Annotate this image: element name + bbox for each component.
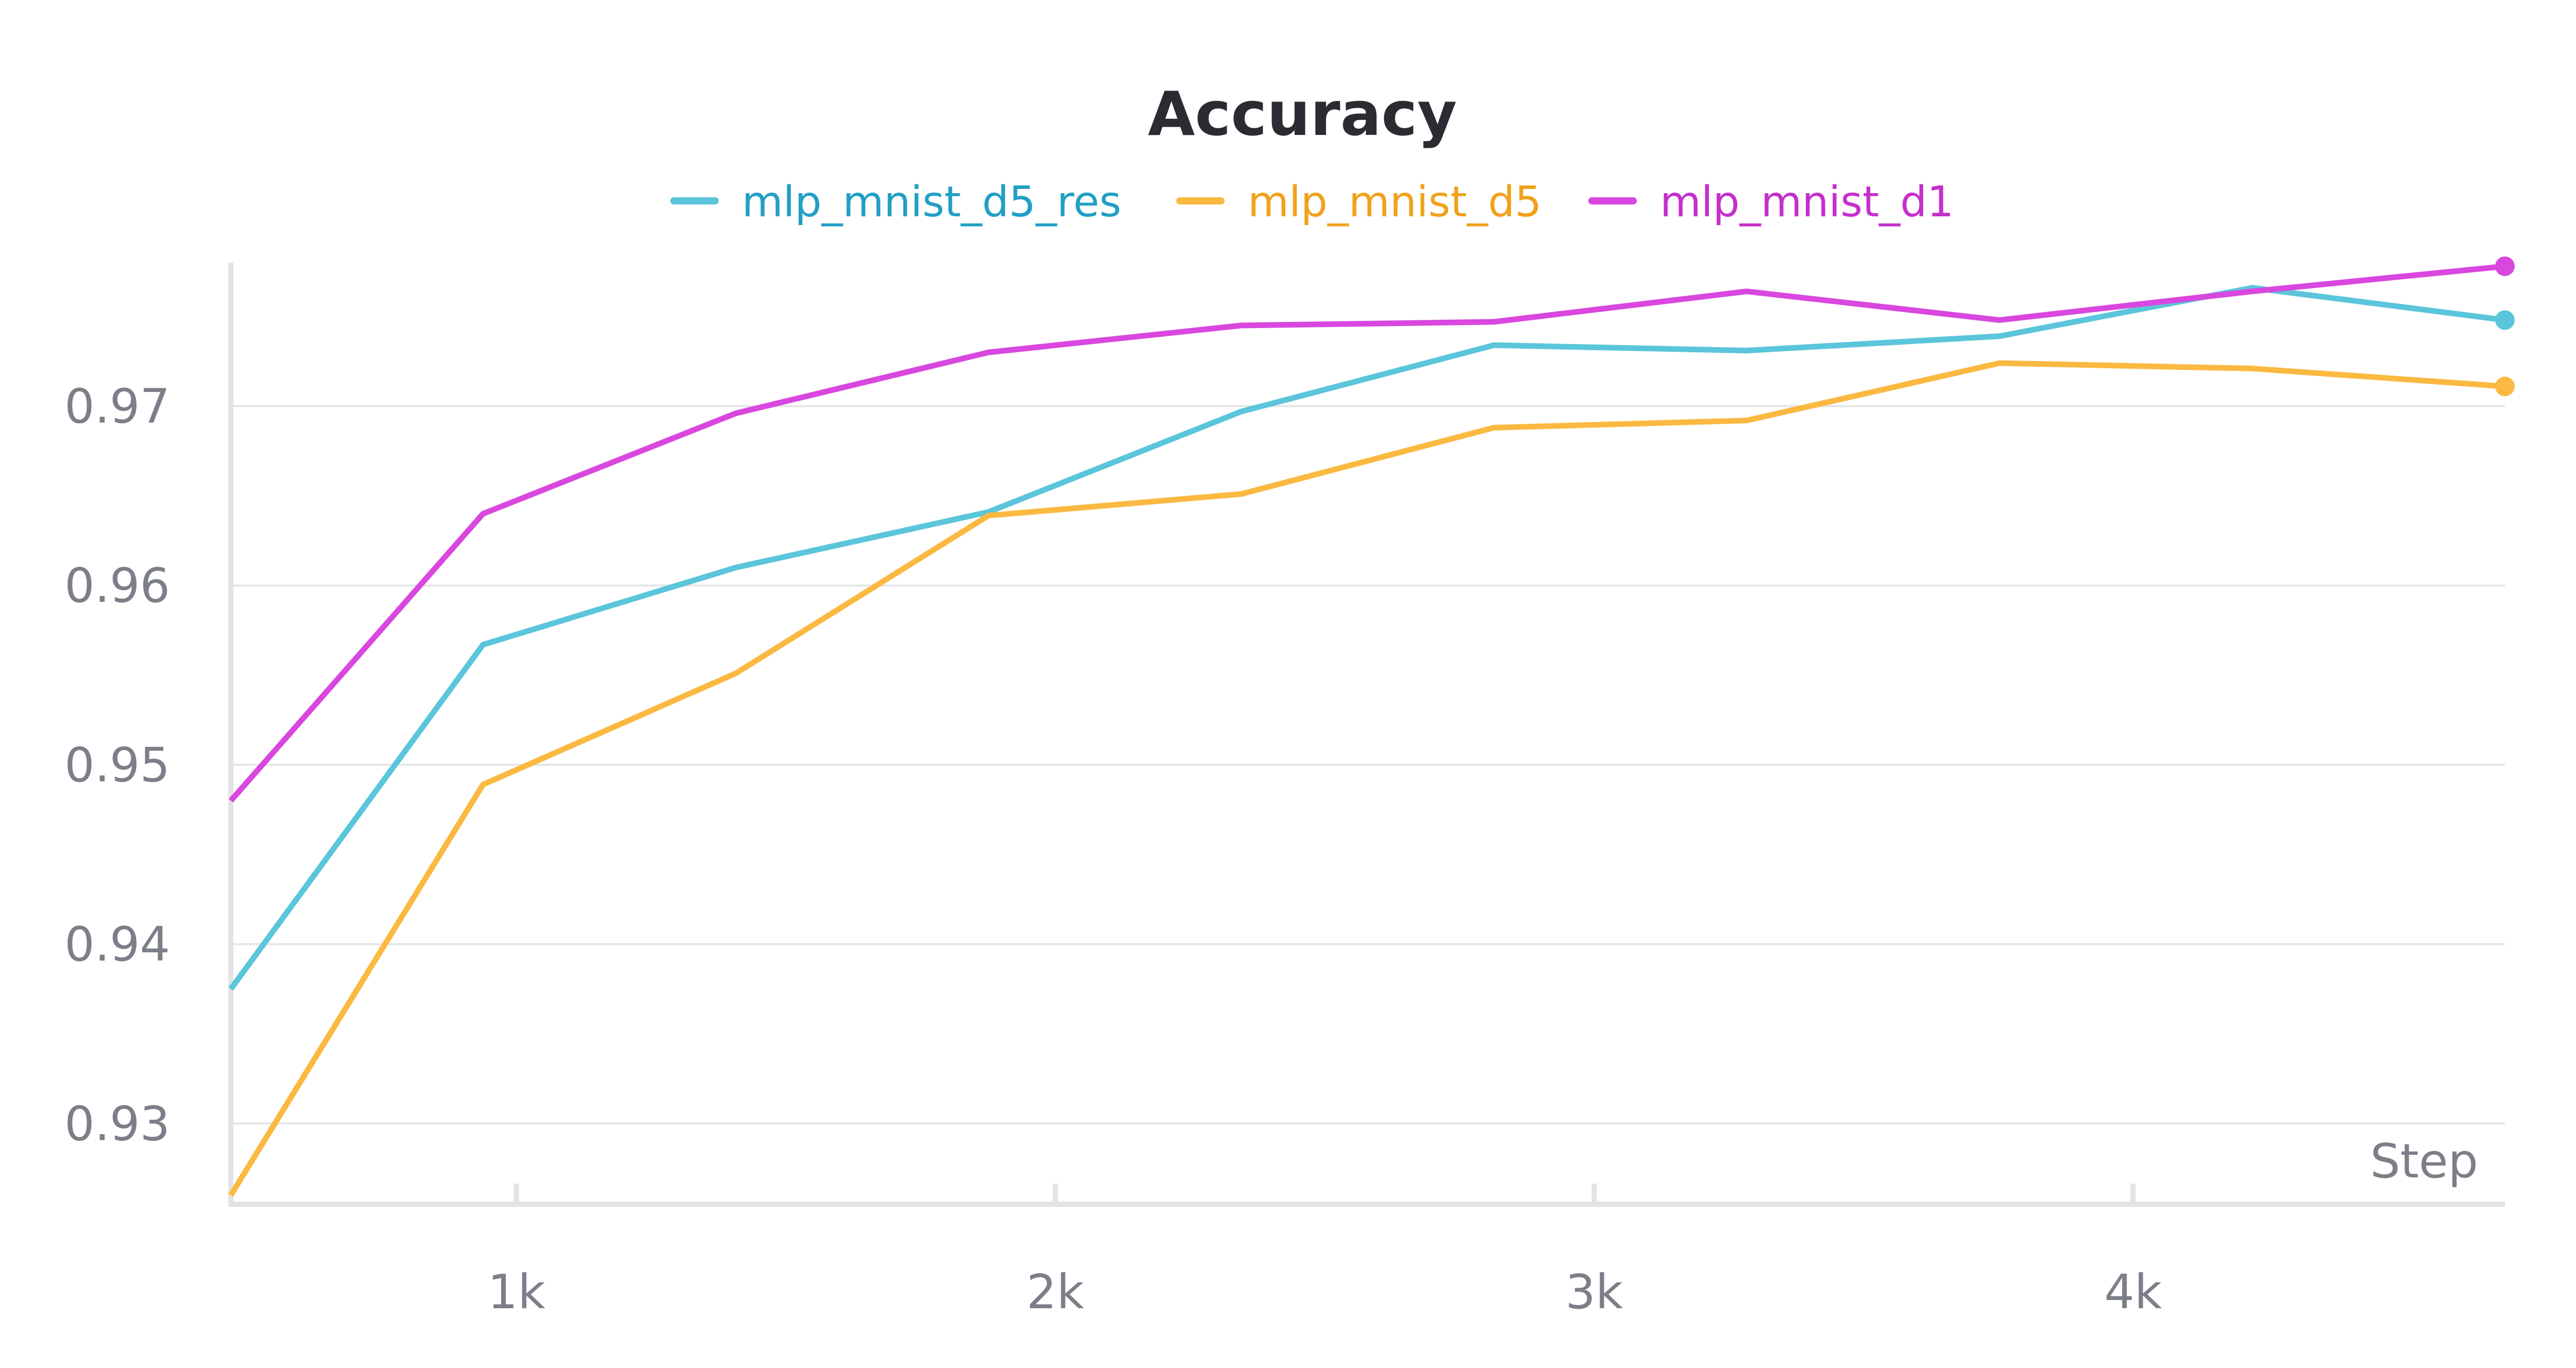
x-tick-label: 2k	[1026, 1264, 1084, 1320]
series-line-mlp-mnist-d5-res[interactable]	[228, 285, 2505, 991]
legend-label[interactable]: mlp_mnist_d5	[1248, 178, 1541, 227]
series-end-marker[interactable]	[2495, 256, 2515, 276]
series-line-mlp-mnist-d5[interactable]	[228, 360, 2505, 1197]
grid-layer	[231, 405, 2505, 1125]
legend-label[interactable]: mlp_mnist_d5_res	[742, 178, 1122, 227]
y-tick-label: 0.94	[64, 917, 170, 972]
y-tick-label: 0.96	[64, 558, 170, 613]
axis-layer: 0.93 0.94 0.95 0.96 0.97 1k 2k 3k 4k	[64, 263, 2505, 1320]
series-end-marker[interactable]	[2495, 310, 2515, 330]
legend: mlp_mnist_d5_res mlp_mnist_d5 mlp_mnist_d1	[670, 178, 1954, 227]
series-layer	[228, 256, 2515, 1197]
y-tick-label: 0.97	[64, 379, 170, 434]
y-tick-label: 0.95	[64, 738, 170, 793]
legend-label[interactable]: mlp_mnist_d1	[1660, 178, 1954, 227]
y-tick-label: 0.93	[64, 1096, 170, 1151]
x-tick-label: 4k	[2104, 1264, 2162, 1320]
x-tick-label: 1k	[487, 1264, 546, 1320]
x-tick-label: 3k	[1565, 1264, 1623, 1320]
series-end-marker[interactable]	[2495, 377, 2515, 397]
chart-title: Accuracy	[1148, 78, 1457, 149]
x-axis-label: Step	[2370, 1134, 2478, 1189]
series-line-mlp-mnist-d1[interactable]	[228, 263, 2505, 803]
